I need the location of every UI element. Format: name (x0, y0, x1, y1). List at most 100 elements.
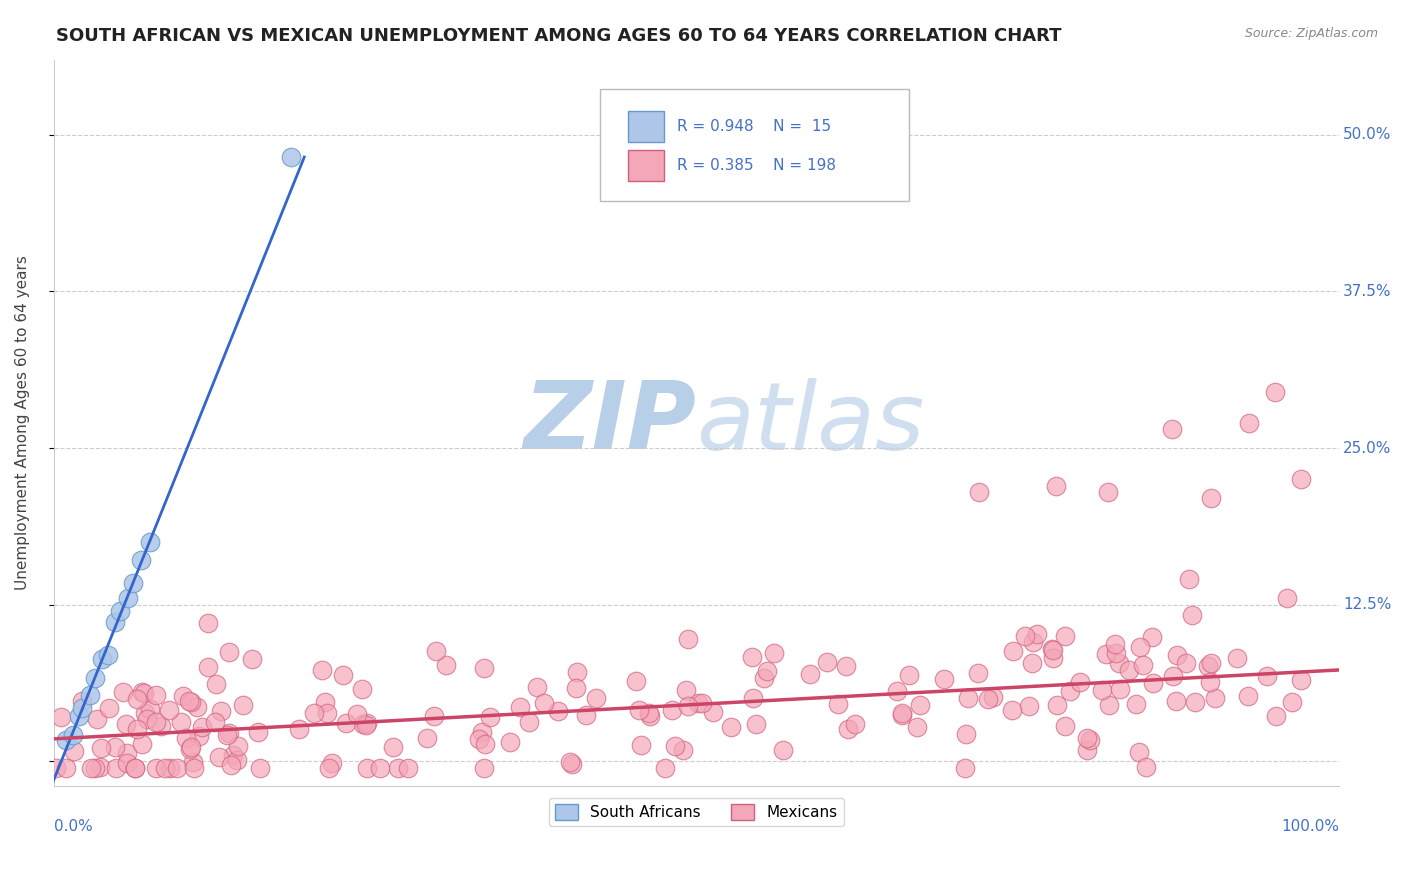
Point (1002, 644, 1025, 658)
Point (222, 748, 245, 763)
Point (1021, 635, 1043, 649)
Point (218, 726, 240, 740)
Point (702, 705, 724, 719)
Point (478, 709, 501, 723)
Point (837, 722, 859, 736)
Point (744, 717, 766, 731)
Point (624, 673, 647, 688)
Point (246, 725, 269, 739)
Point (661, 704, 683, 718)
Point (558, 755, 581, 769)
Point (112, 685, 135, 699)
Point (1053, 629, 1076, 643)
Point (1076, 743, 1098, 757)
Point (772, 743, 794, 757)
Point (547, 704, 569, 718)
Point (1095, 647, 1118, 661)
Point (628, 702, 651, 716)
Point (179, 742, 201, 756)
Point (97, 648, 120, 662)
Point (499, 735, 522, 749)
Point (122, 576, 145, 591)
Point (318, 761, 340, 775)
Point (1201, 656, 1223, 670)
Point (434, 658, 457, 673)
Point (90, 740, 112, 755)
Point (1118, 663, 1140, 677)
Point (197, 615, 219, 630)
Point (1128, 745, 1150, 759)
Point (565, 681, 588, 696)
Text: R = 0.385    N = 198: R = 0.385 N = 198 (678, 158, 837, 173)
Point (561, 756, 583, 771)
Point (474, 738, 496, 752)
Text: Source: ZipAtlas.com: Source: ZipAtlas.com (1244, 27, 1378, 40)
Point (204, 677, 226, 691)
Point (1181, 608, 1204, 623)
Point (136, 712, 159, 726)
Point (170, 714, 193, 729)
Point (976, 691, 998, 706)
Point (49, 709, 72, 723)
Point (153, 761, 176, 775)
Point (720, 720, 742, 734)
Point (302, 706, 325, 721)
Text: 25.0%: 25.0% (1343, 441, 1392, 456)
Point (1018, 699, 1040, 714)
Point (132, 686, 155, 700)
Point (1132, 657, 1154, 672)
Point (1042, 643, 1064, 657)
Point (957, 691, 980, 706)
Point (115, 746, 138, 760)
Point (533, 696, 555, 710)
Point (471, 725, 494, 739)
Point (1135, 760, 1157, 774)
Text: ZIP: ZIP (523, 377, 696, 469)
Point (191, 719, 214, 733)
Text: 37.5%: 37.5% (1343, 284, 1392, 299)
Point (967, 485, 990, 500)
Point (352, 717, 374, 731)
Point (332, 668, 354, 682)
Point (356, 761, 378, 775)
Point (1069, 674, 1091, 689)
Point (932, 672, 955, 686)
Point (157, 703, 180, 717)
Point (183, 761, 205, 775)
Legend: South Africans, Mexicans: South Africans, Mexicans (548, 797, 844, 826)
Point (174, 731, 197, 746)
Point (425, 644, 447, 658)
Point (1178, 572, 1201, 586)
Point (1129, 640, 1152, 654)
Point (139, 534, 162, 549)
Point (145, 688, 167, 702)
Y-axis label: Unemployment Among Ages 60 to 64 years: Unemployment Among Ages 60 to 64 years (15, 256, 30, 591)
Point (1289, 472, 1312, 486)
Point (585, 690, 607, 705)
Point (835, 658, 858, 673)
Point (104, 761, 127, 775)
Point (129, 553, 152, 567)
Point (311, 663, 333, 677)
Point (526, 681, 548, 695)
Point (79, 688, 101, 702)
Point (1021, 656, 1043, 670)
Point (955, 761, 977, 775)
FancyBboxPatch shape (600, 88, 908, 202)
Text: 50.0%: 50.0% (1343, 128, 1392, 143)
FancyBboxPatch shape (628, 112, 664, 142)
Point (1026, 627, 1049, 641)
Point (396, 761, 419, 775)
Point (1076, 731, 1098, 745)
Point (517, 715, 540, 730)
Point (114, 716, 136, 731)
Point (232, 698, 254, 712)
Point (1091, 683, 1114, 698)
Point (1204, 691, 1226, 706)
Point (1239, 416, 1261, 430)
Point (675, 683, 697, 698)
Point (1256, 669, 1278, 683)
Point (678, 698, 700, 713)
Point (79, 761, 101, 775)
Point (741, 650, 763, 665)
